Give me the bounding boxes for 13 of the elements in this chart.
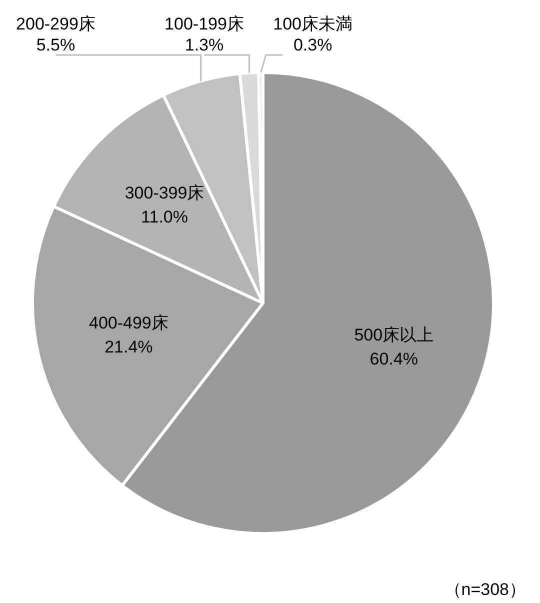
text: （n=308） [443, 579, 526, 601]
data-label: 60.4% [370, 349, 418, 368]
slice-label: 100床未満 [273, 14, 353, 34]
slice-label: 400-499床 [88, 314, 168, 333]
slice-label: 100-199床 [164, 14, 244, 34]
data-label: 0.3% [293, 36, 332, 55]
data-label: 1.3% [184, 36, 224, 55]
data-label: 5.5% [36, 36, 76, 55]
slice-label: 300-399床 [124, 184, 204, 203]
data-label: 21.4% [104, 338, 153, 357]
data-label: 11.0% [141, 208, 188, 227]
slice-label: 500床以上 [354, 325, 434, 344]
slice-label: 200-299床 [16, 14, 96, 34]
